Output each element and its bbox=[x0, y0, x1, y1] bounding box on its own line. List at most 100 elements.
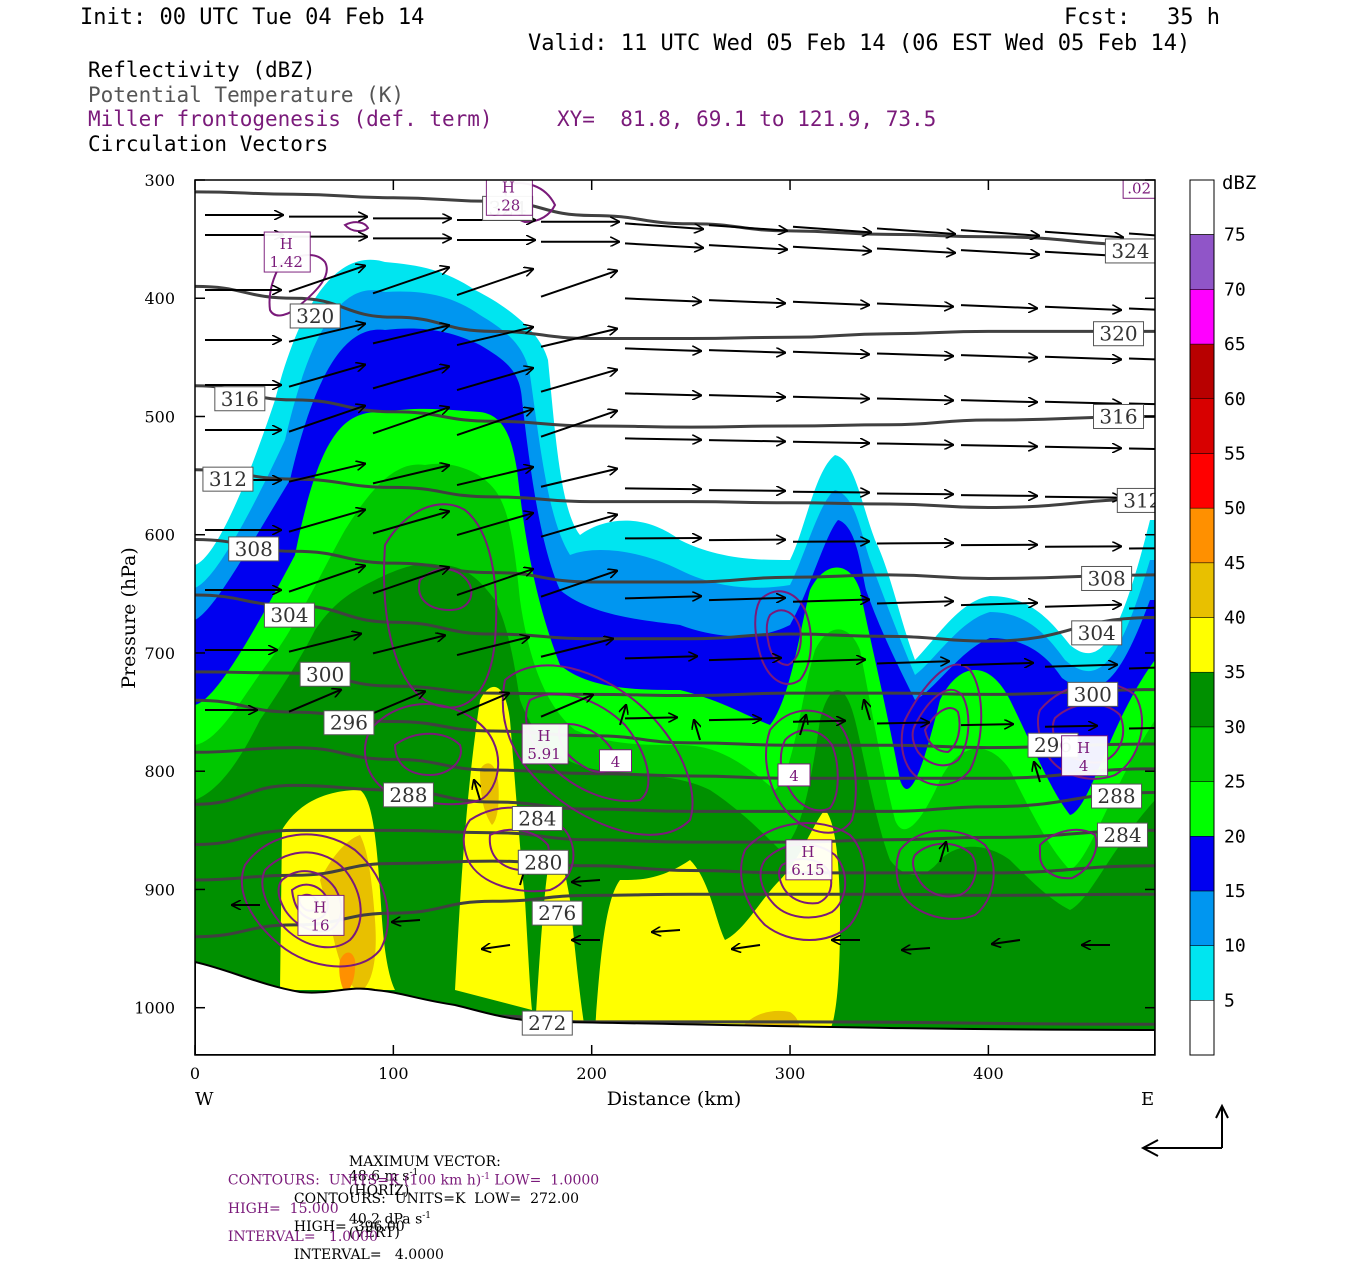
circulation-vector bbox=[961, 445, 1037, 446]
colorbar-level: 50 bbox=[1224, 498, 1246, 519]
colorbar-swatch bbox=[1190, 453, 1214, 508]
colorbar-level: 10 bbox=[1224, 936, 1246, 957]
theta-label-text: 320 bbox=[296, 304, 334, 328]
footer-line-3: CONTOURS: UNITS=K LOW= 272.00 HIGH= 396.… bbox=[285, 1178, 579, 1262]
fronto-max-letter: H bbox=[280, 235, 293, 253]
circulation-vector bbox=[625, 438, 701, 439]
theta-label-304: 304 bbox=[1072, 621, 1122, 645]
colorbar-swatch bbox=[1190, 891, 1214, 946]
theta-label-text: 316 bbox=[1099, 404, 1137, 428]
colorbar-level: 60 bbox=[1224, 389, 1246, 410]
fronto-contour-label-text: 4 bbox=[611, 753, 621, 771]
fronto-max-letter: H bbox=[313, 898, 326, 916]
circulation-vector bbox=[1045, 726, 1097, 727]
colorbar-swatch bbox=[1190, 727, 1214, 782]
colorbar-level: 40 bbox=[1224, 608, 1246, 629]
fronto-max: H4 bbox=[1062, 736, 1108, 776]
circulation-vector bbox=[877, 722, 929, 723]
colorbar-level: 55 bbox=[1224, 443, 1246, 464]
theta-label-308: 308 bbox=[1082, 566, 1132, 590]
x-axis-label: Distance (km) bbox=[607, 1088, 742, 1110]
theta-label-text: 284 bbox=[1103, 823, 1141, 847]
fronto-max-value: 5.91 bbox=[527, 745, 560, 763]
colorbar-level: 5 bbox=[1224, 990, 1235, 1011]
fronto-max-letter: H bbox=[1077, 739, 1090, 757]
circulation-vector bbox=[1045, 497, 1121, 498]
contours2-units: CONTOURS: UNITS=K LOW= 272.00 bbox=[294, 1191, 579, 1207]
fronto-max: H6.15 bbox=[786, 840, 832, 880]
colorbar-swatch bbox=[1190, 672, 1214, 727]
circulation-vector bbox=[961, 724, 1013, 725]
theta-label-312: 312 bbox=[1117, 488, 1167, 512]
y-tick-label: 400 bbox=[144, 289, 175, 308]
y-tick-label: 500 bbox=[144, 407, 175, 426]
colorbar-swatch bbox=[1190, 508, 1214, 563]
theta-label-text: 304 bbox=[270, 603, 308, 627]
theta-label-288: 288 bbox=[383, 783, 433, 807]
fronto-max: H1.42 bbox=[264, 232, 310, 272]
fronto-max: H16 bbox=[298, 895, 344, 935]
y-tick-label: 800 bbox=[144, 762, 175, 781]
colorbar-swatch bbox=[1190, 344, 1214, 399]
theta-label-text: 308 bbox=[1088, 566, 1126, 590]
colorbar-swatch bbox=[1190, 946, 1214, 1001]
reference-vector bbox=[1143, 1106, 1228, 1156]
colorbar-title: dBZ bbox=[1222, 172, 1256, 194]
theta-label-text: 304 bbox=[1078, 621, 1116, 645]
fronto-max-letter: H bbox=[538, 727, 551, 745]
theta-label-text: 280 bbox=[524, 850, 562, 874]
theta-label-316: 316 bbox=[1094, 404, 1144, 428]
circulation-vector bbox=[709, 440, 785, 441]
fronto-contour-label: 4 bbox=[599, 750, 631, 772]
colorbar-level: 35 bbox=[1224, 662, 1246, 683]
x-end-left: W bbox=[195, 1089, 214, 1110]
x-end-right: E bbox=[1141, 1089, 1154, 1110]
circulation-vector bbox=[709, 490, 785, 491]
theta-label-288: 288 bbox=[1092, 784, 1142, 808]
fronto-max-letter: H bbox=[801, 843, 814, 861]
theta-label-316: 316 bbox=[215, 387, 265, 411]
fronto-contour-label-text: 4 bbox=[789, 767, 799, 785]
contours2-high: HIGH= 396.00 bbox=[294, 1219, 405, 1235]
circulation-vector bbox=[625, 717, 677, 718]
colorbar-swatch bbox=[1190, 618, 1214, 673]
theta-label-300: 300 bbox=[1068, 682, 1118, 706]
fronto-max-letter: H bbox=[502, 178, 515, 196]
theta-label-text: 284 bbox=[518, 807, 556, 831]
colorbar-level: 75 bbox=[1224, 225, 1246, 246]
circulation-vector bbox=[793, 721, 845, 722]
x-tick-label: 400 bbox=[973, 1064, 1004, 1083]
circulation-vector bbox=[793, 492, 869, 493]
colorbar-swatch bbox=[1190, 782, 1214, 837]
circulation-vector bbox=[877, 443, 953, 444]
colorbar-level: 65 bbox=[1224, 334, 1246, 355]
theta-label-text: 312 bbox=[209, 467, 247, 491]
x-tick-label: 100 bbox=[378, 1064, 409, 1083]
circulation-vector bbox=[1045, 447, 1121, 448]
colorbar-level: 20 bbox=[1224, 826, 1246, 847]
fronto-max-value: .28 bbox=[496, 196, 520, 214]
colorbar-swatch bbox=[1190, 563, 1214, 618]
colorbar-swatch bbox=[1190, 399, 1214, 454]
theta-label-272: 272 bbox=[522, 1011, 572, 1035]
theta-label-280: 280 bbox=[518, 850, 568, 874]
y-tick-label: 300 bbox=[144, 171, 175, 190]
colorbar-swatch bbox=[1190, 836, 1214, 891]
theta-label-text: 272 bbox=[528, 1011, 566, 1035]
theta-label-text: 316 bbox=[221, 387, 259, 411]
colorbar-swatch bbox=[1190, 289, 1214, 344]
fronto-max-value: 16 bbox=[310, 916, 329, 934]
fronto-contour-label: 4 bbox=[778, 764, 810, 786]
x-tick-label: 0 bbox=[190, 1064, 200, 1083]
fronto-max-value: 4 bbox=[1079, 757, 1089, 775]
circulation-vector bbox=[961, 495, 1037, 496]
fronto-max-value: 6.15 bbox=[791, 861, 824, 879]
colorbar-swatch bbox=[1190, 1000, 1214, 1055]
y-axis-label: Pressure (hPa) bbox=[118, 547, 140, 689]
contours2-interval: INTERVAL= 4.0000 bbox=[294, 1247, 444, 1263]
y-tick-label: 900 bbox=[144, 880, 175, 899]
theta-label-296: 296 bbox=[324, 711, 374, 735]
theta-label-text: 288 bbox=[1097, 784, 1135, 808]
y-tick-label: 1000 bbox=[134, 999, 175, 1018]
theta-label-320: 320 bbox=[1094, 322, 1144, 346]
